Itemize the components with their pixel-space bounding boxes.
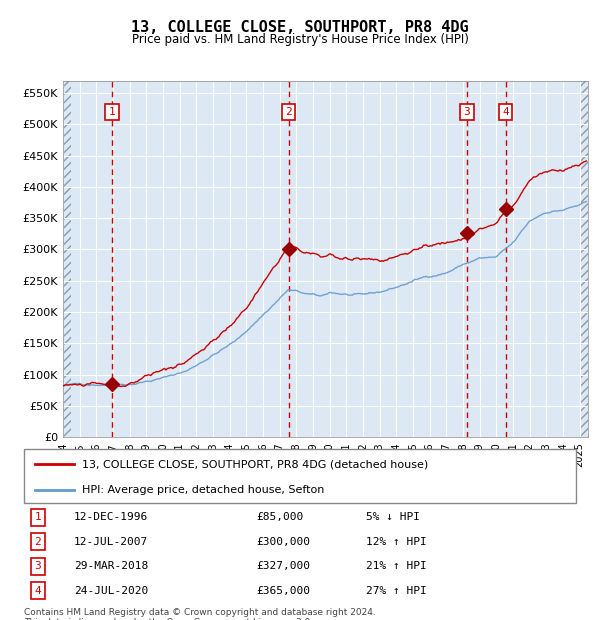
Text: 12-JUL-2007: 12-JUL-2007 — [74, 537, 148, 547]
Text: £327,000: £327,000 — [256, 561, 310, 571]
Text: Contains HM Land Registry data © Crown copyright and database right 2024.
This d: Contains HM Land Registry data © Crown c… — [24, 608, 376, 620]
Text: 5% ↓ HPI: 5% ↓ HPI — [366, 512, 420, 522]
Text: 4: 4 — [34, 586, 41, 596]
Text: 1: 1 — [109, 107, 116, 117]
Text: 13, COLLEGE CLOSE, SOUTHPORT, PR8 4DG: 13, COLLEGE CLOSE, SOUTHPORT, PR8 4DG — [131, 20, 469, 35]
Text: HPI: Average price, detached house, Sefton: HPI: Average price, detached house, Seft… — [82, 485, 325, 495]
Text: 27% ↑ HPI: 27% ↑ HPI — [366, 586, 427, 596]
Text: 21% ↑ HPI: 21% ↑ HPI — [366, 561, 427, 571]
Text: 3: 3 — [464, 107, 470, 117]
Text: 29-MAR-2018: 29-MAR-2018 — [74, 561, 148, 571]
Text: £365,000: £365,000 — [256, 586, 310, 596]
Text: £300,000: £300,000 — [256, 537, 310, 547]
Bar — [63, 81, 71, 437]
Text: Price paid vs. HM Land Registry's House Price Index (HPI): Price paid vs. HM Land Registry's House … — [131, 33, 469, 46]
Text: 2: 2 — [34, 537, 41, 547]
Text: £85,000: £85,000 — [256, 512, 303, 522]
Text: 3: 3 — [34, 561, 41, 571]
Text: 2: 2 — [285, 107, 292, 117]
Text: 13, COLLEGE CLOSE, SOUTHPORT, PR8 4DG (detached house): 13, COLLEGE CLOSE, SOUTHPORT, PR8 4DG (d… — [82, 459, 428, 469]
Text: 24-JUL-2020: 24-JUL-2020 — [74, 586, 148, 596]
Text: 12-DEC-1996: 12-DEC-1996 — [74, 512, 148, 522]
Text: 4: 4 — [502, 107, 509, 117]
FancyBboxPatch shape — [24, 449, 576, 503]
Bar — [581, 81, 588, 437]
Text: 12% ↑ HPI: 12% ↑ HPI — [366, 537, 427, 547]
Text: 1: 1 — [34, 512, 41, 522]
